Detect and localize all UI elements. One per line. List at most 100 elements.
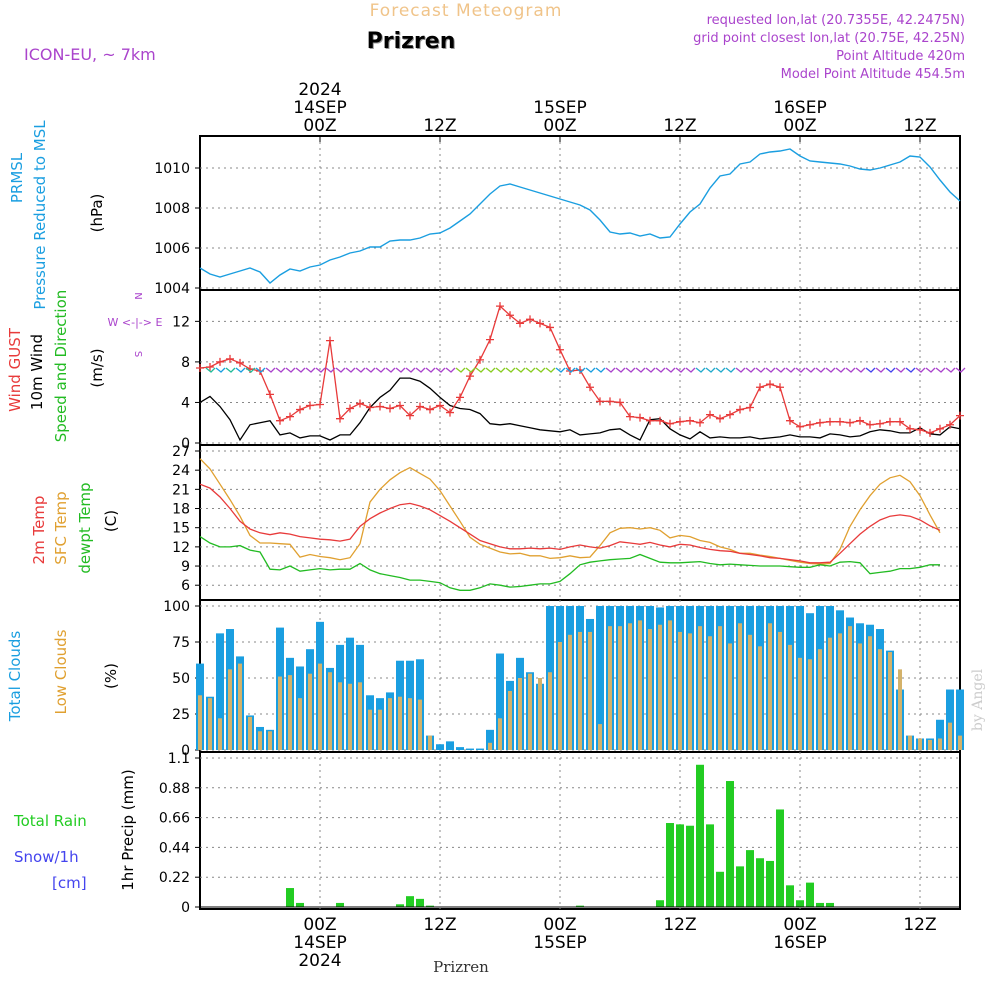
low-cloud-bar — [628, 623, 632, 750]
top-time-label: 15SEP — [533, 98, 586, 118]
wind-direction-arrow — [765, 367, 776, 373]
wind-direction-arrow — [205, 367, 216, 373]
low-cloud-bar — [728, 643, 732, 750]
low-cloud-bar — [828, 637, 832, 750]
gust-marker — [846, 418, 854, 427]
wind-direction-arrow — [775, 367, 786, 373]
gust-marker — [446, 408, 454, 417]
low-cloud-bar — [598, 724, 602, 750]
ylabel-ms: (m/s) — [88, 348, 106, 387]
gust-marker — [476, 355, 484, 364]
gust-marker — [346, 404, 354, 413]
gust-marker — [796, 422, 804, 431]
gust-marker — [456, 393, 464, 402]
y-tick-label-4: 0.66 — [159, 811, 190, 827]
gust-marker — [956, 411, 964, 420]
bottom-time-label: 12Z — [663, 915, 696, 935]
gust-marker — [266, 390, 274, 399]
gust-marker — [526, 315, 534, 324]
gust-marker — [506, 311, 514, 320]
precip-bar — [696, 764, 704, 907]
y-tick-label-0: 1006 — [154, 241, 190, 257]
gust-marker — [726, 410, 734, 419]
low-cloud-bar — [218, 718, 222, 750]
wind-direction-arrow — [945, 367, 956, 373]
wind-direction-arrow — [915, 367, 926, 373]
gust-marker — [276, 416, 284, 425]
y-tick-label-2: 24 — [172, 463, 190, 479]
low-cloud-bar — [308, 673, 312, 750]
low-cloud-bar — [928, 739, 932, 750]
gust-marker — [836, 417, 844, 426]
gust-marker — [876, 419, 884, 428]
wind-direction-arrow — [855, 367, 866, 373]
gust-marker — [376, 402, 384, 411]
wind-direction-arrow — [805, 367, 816, 373]
wind-direction-arrow — [525, 367, 536, 373]
low-cloud-bar — [838, 633, 842, 750]
precip-bar — [726, 781, 734, 907]
credit-text: by Angel — [970, 668, 986, 731]
y-tick-label-1: 0 — [181, 436, 190, 452]
wind-direction-arrow — [295, 367, 306, 373]
gust-marker — [306, 401, 314, 410]
temp-2m-line — [199, 483, 941, 564]
low-cloud-bar — [758, 646, 762, 750]
low-cloud-bar — [638, 620, 642, 750]
ylabel-hpa: (hPa) — [88, 194, 106, 233]
total-cloud-bar — [476, 748, 484, 750]
wind-direction-arrow — [455, 367, 466, 373]
low-cloud-bar — [768, 623, 772, 750]
ylabel-pct: (%) — [102, 663, 120, 689]
low-cloud-bar — [748, 634, 752, 750]
precip-bar — [396, 904, 404, 907]
wind-direction-arrow — [755, 367, 766, 373]
y-tick-label-4: 0.88 — [159, 781, 190, 797]
wind-direction-arrow — [265, 367, 276, 373]
low-cloud-bar — [378, 709, 382, 750]
wind-direction-arrow — [255, 367, 266, 373]
label-pressure: Pressure Reduced to MSL — [31, 120, 49, 310]
precip-bar — [576, 905, 584, 907]
total-cloud-bar — [436, 744, 444, 750]
low-cloud-bar — [698, 626, 702, 750]
gust-marker — [676, 417, 684, 426]
low-cloud-bar — [528, 673, 532, 750]
gust-marker — [776, 383, 784, 392]
wind-direction-arrow — [475, 367, 486, 373]
wind-direction-arrow — [325, 367, 336, 373]
label-total-clouds: Total Clouds — [6, 631, 24, 723]
grid-point-coords: grid point closest lon,lat (20.75E, 42.2… — [693, 31, 965, 46]
low-cloud-bar — [708, 636, 712, 750]
wind-direction-arrow — [695, 367, 706, 373]
low-cloud-bar — [548, 672, 552, 750]
y-tick-label-1: 12 — [172, 314, 190, 330]
y-tick-label-2: 18 — [172, 502, 190, 518]
label-speed-direction: Speed and Direction — [52, 290, 70, 443]
top-time-label: 00Z — [303, 116, 336, 136]
gust-marker — [336, 414, 344, 423]
wind-direction-arrow — [585, 367, 596, 373]
wind-direction-arrow — [565, 367, 576, 373]
low-cloud-bar — [518, 678, 522, 750]
low-cloud-bar — [278, 676, 282, 750]
ylabel-c: (C) — [102, 510, 120, 532]
location-title: Prizren — [367, 29, 456, 54]
label-sfc-temp: SFC Temp — [52, 491, 70, 564]
wind-direction-arrow — [285, 367, 296, 373]
low-cloud-bar — [268, 731, 272, 750]
wind-direction-arrow — [215, 367, 226, 373]
gust-marker — [856, 416, 864, 425]
low-cloud-bar — [358, 682, 362, 750]
low-cloud-bar — [538, 678, 542, 750]
y-tick-label-1: 8 — [181, 355, 190, 371]
gust-marker — [866, 420, 874, 429]
gust-marker — [826, 417, 834, 426]
gust-marker — [536, 319, 544, 328]
label-prmsl: PRMSL — [8, 152, 26, 203]
gust-marker — [666, 419, 674, 428]
wind-direction-arrow — [505, 367, 516, 373]
gust-marker — [646, 416, 654, 425]
wind-direction-arrow — [355, 367, 366, 373]
gust-marker — [316, 400, 324, 409]
